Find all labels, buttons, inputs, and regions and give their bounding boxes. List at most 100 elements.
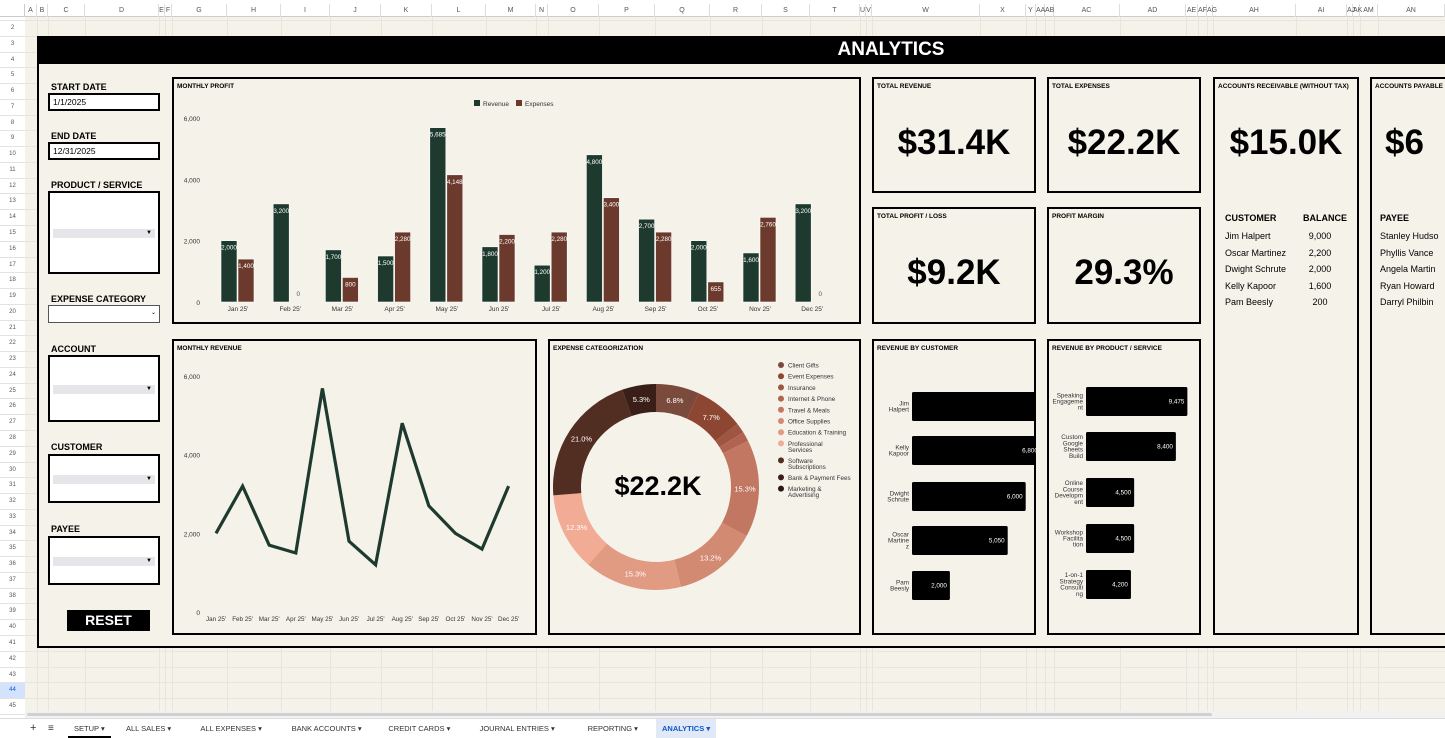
row-header[interactable]: 36	[0, 557, 25, 573]
row-header[interactable]: 4	[0, 53, 25, 69]
tab-all-sales[interactable]: ALL SALES ▾	[120, 719, 177, 738]
row-header[interactable]: 28	[0, 431, 25, 447]
row-header[interactable]: 22	[0, 336, 25, 353]
column-header[interactable]: A	[25, 4, 37, 17]
column-header[interactable]: E	[159, 4, 165, 17]
payee-filter[interactable]: ▼	[48, 536, 160, 585]
row-header[interactable]: 11	[0, 163, 25, 179]
column-header[interactable]: N	[536, 4, 548, 17]
row-header[interactable]: 29	[0, 447, 25, 463]
row-header[interactable]: 40	[0, 620, 25, 637]
column-header[interactable]: AJ	[1347, 4, 1355, 17]
column-header[interactable]: AG	[1207, 4, 1217, 17]
column-header[interactable]: AH	[1213, 4, 1296, 17]
row-header[interactable]: 3	[0, 37, 25, 53]
column-header[interactable]: AA	[1036, 4, 1045, 17]
column-header[interactable]: S	[762, 4, 810, 17]
column-header[interactable]: AF	[1198, 4, 1207, 17]
row-header[interactable]: 5	[0, 68, 25, 85]
end-date-input[interactable]: 12/31/2025	[48, 142, 160, 160]
row-header[interactable]: 43	[0, 668, 25, 684]
row-header[interactable]: 38	[0, 589, 25, 605]
column-header[interactable]: J	[330, 4, 381, 17]
row-header[interactable]: 24	[0, 368, 25, 384]
tab-reporting[interactable]: REPORTING ▾	[582, 719, 644, 738]
column-header[interactable]: F	[165, 4, 172, 17]
tab-menu-chevron-icon[interactable]: ▾	[98, 724, 105, 733]
product-filter[interactable]: ▼	[48, 191, 160, 274]
column-header[interactable]: AN	[1378, 4, 1445, 17]
row-header[interactable]: 37	[0, 573, 25, 589]
column-header[interactable]: X	[980, 4, 1026, 17]
column-header[interactable]: L	[432, 4, 486, 17]
tab-credit-cards[interactable]: CREDIT CARDS ▾	[382, 719, 456, 738]
tab-menu-chevron-icon[interactable]: ▾	[165, 724, 172, 733]
column-header[interactable]: AB	[1045, 4, 1054, 17]
tab-menu-chevron-icon[interactable]: ▾	[255, 724, 262, 733]
select-all-corner[interactable]	[0, 4, 25, 17]
row-header[interactable]: 13	[0, 194, 25, 211]
column-header[interactable]: R	[710, 4, 762, 17]
row-header[interactable]	[0, 17, 25, 21]
row-header[interactable]: 15	[0, 226, 25, 242]
tab-bank-accounts[interactable]: BANK ACCOUNTS ▾	[286, 719, 368, 738]
column-header[interactable]: AK	[1353, 4, 1362, 17]
column-header[interactable]: W	[872, 4, 980, 17]
row-header[interactable]: 8	[0, 116, 25, 132]
column-header[interactable]: K	[381, 4, 432, 17]
tab-menu-chevron-icon[interactable]: ▾	[632, 724, 638, 733]
row-header[interactable]: 31	[0, 478, 25, 495]
all-sheets-menu-icon[interactable]: ≡	[48, 723, 54, 734]
reset-button[interactable]: RESET	[67, 610, 150, 631]
column-header[interactable]: AC	[1054, 4, 1120, 17]
row-header[interactable]: 9	[0, 131, 25, 148]
row-header[interactable]: 32	[0, 494, 25, 510]
start-date-input[interactable]: 1/1/2025	[48, 93, 160, 111]
column-header[interactable]: D	[85, 4, 159, 17]
horizontal-scrollbar[interactable]	[25, 711, 1445, 718]
column-header[interactable]: O	[548, 4, 599, 17]
tab-menu-chevron-icon[interactable]: ▾	[355, 724, 362, 733]
column-header[interactable]: I	[281, 4, 330, 17]
column-header[interactable]: T	[810, 4, 860, 17]
row-header[interactable]: 25	[0, 384, 25, 400]
row-header[interactable]: 21	[0, 321, 25, 337]
tab-setup[interactable]: SETUP ▾	[68, 719, 111, 738]
tab-menu-chevron-icon[interactable]: ▾	[548, 724, 555, 733]
customer-dropdown[interactable]: ▼	[53, 475, 155, 484]
row-header[interactable]: 12	[0, 179, 25, 195]
row-header[interactable]: 45	[0, 699, 25, 715]
payee-dropdown[interactable]: ▼	[53, 557, 155, 566]
row-header[interactable]: 42	[0, 652, 25, 668]
row-header[interactable]: 14	[0, 210, 25, 226]
row-header[interactable]: 30	[0, 463, 25, 479]
column-header[interactable]: V	[866, 4, 872, 17]
column-header[interactable]: P	[599, 4, 655, 17]
row-header[interactable]: 23	[0, 352, 25, 368]
column-header[interactable]: M	[486, 4, 536, 17]
column-header[interactable]: Q	[655, 4, 710, 17]
row-header[interactable]: 34	[0, 526, 25, 542]
column-header[interactable]: U	[860, 4, 866, 17]
scrollbar-thumb[interactable]	[27, 713, 1212, 716]
column-header[interactable]: AM	[1360, 4, 1378, 17]
add-sheet-icon[interactable]: +	[30, 722, 37, 734]
account-dropdown[interactable]: ▼	[53, 385, 155, 394]
row-header[interactable]: 6	[0, 84, 25, 100]
column-header[interactable]: B	[37, 4, 48, 17]
row-header[interactable]: 2	[0, 21, 25, 37]
row-header[interactable]: 20	[0, 305, 25, 321]
row-header[interactable]: 26	[0, 399, 25, 416]
tab-all-expenses[interactable]: ALL EXPENSES ▾	[194, 719, 267, 738]
tab-menu-chevron-icon[interactable]: ▾	[444, 724, 451, 733]
row-header[interactable]: 18	[0, 273, 25, 290]
tab-analytics[interactable]: ANALYTICS ▾	[656, 719, 717, 738]
row-header[interactable]: 10	[0, 147, 25, 163]
tab-menu-chevron-icon[interactable]: ▾	[704, 724, 711, 733]
row-header[interactable]: 17	[0, 258, 25, 274]
row-header[interactable]: 33	[0, 510, 25, 526]
tab-journal-entries[interactable]: JOURNAL ENTRIES ▾	[474, 719, 561, 738]
column-header[interactable]: Y	[1026, 4, 1036, 17]
column-header[interactable]: AD	[1120, 4, 1186, 17]
row-header[interactable]: 35	[0, 541, 25, 558]
